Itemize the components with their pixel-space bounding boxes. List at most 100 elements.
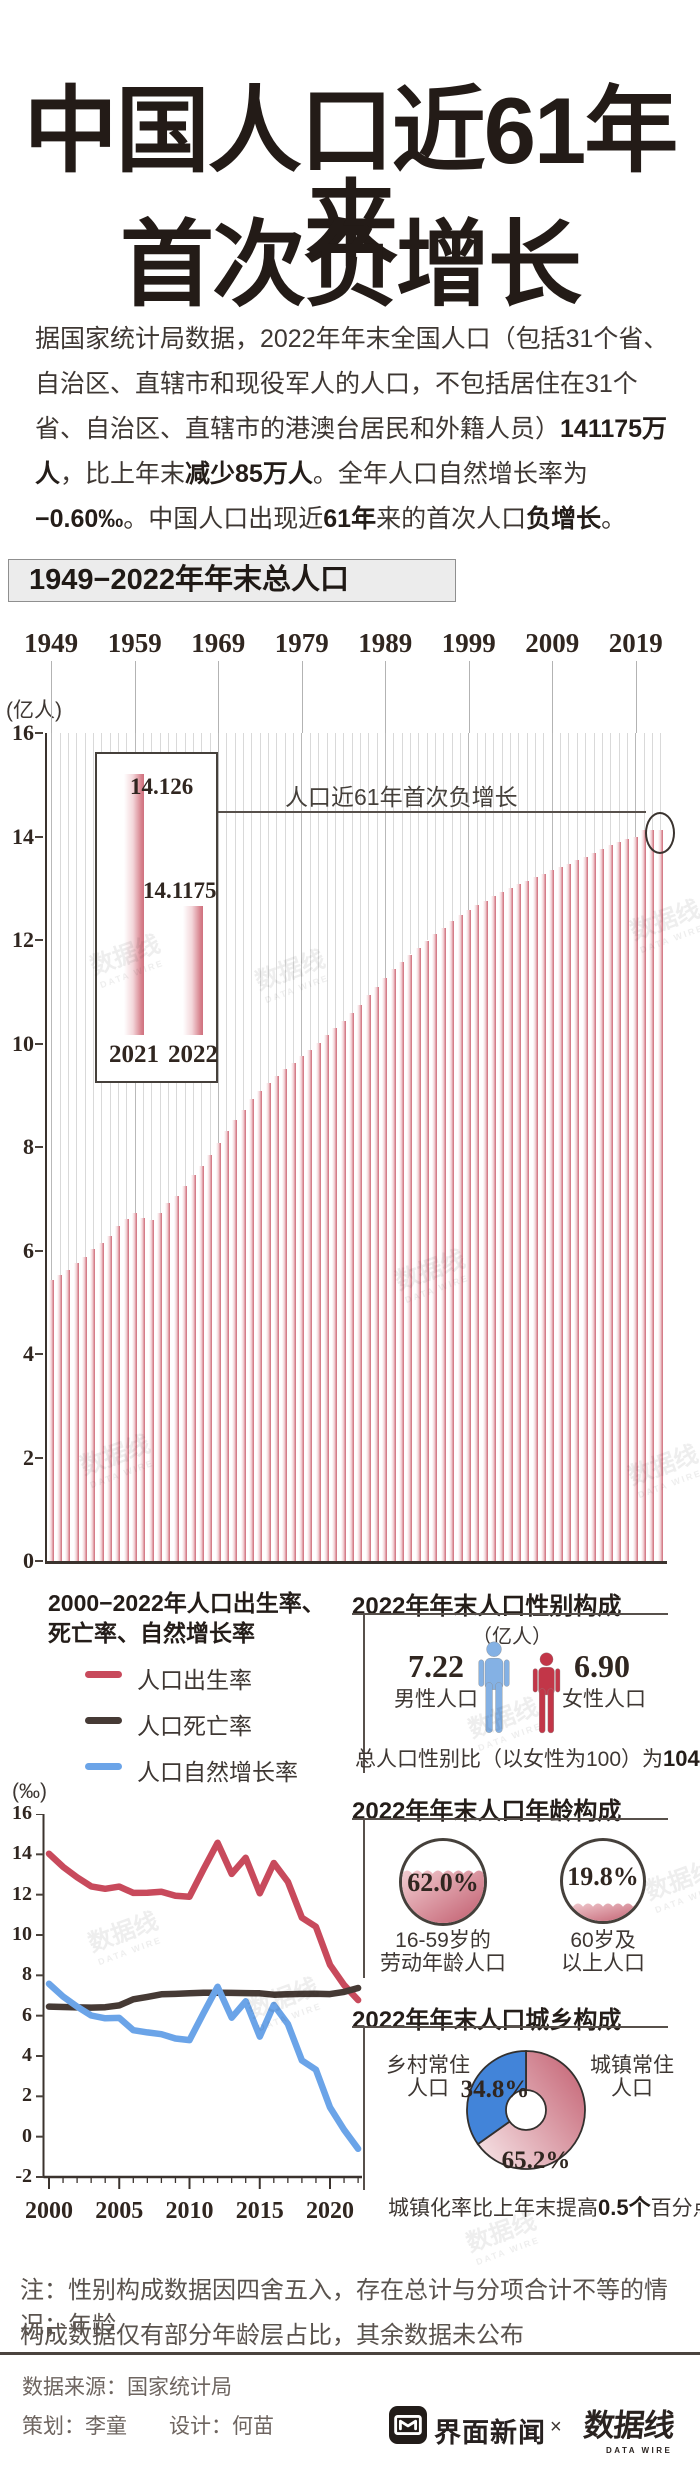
population-bar-column [264, 733, 272, 1561]
rates-line-natural-growth [45, 1980, 362, 2153]
population-ytick-label: 12 [12, 927, 34, 952]
year-gridline [301, 733, 303, 1057]
gender-panel-rule [352, 1613, 668, 1615]
year-gridline [276, 733, 278, 1077]
year-gridline [359, 733, 361, 1005]
rates-ytick-label: 10 [12, 1923, 32, 1945]
population-ytick-mark [35, 939, 43, 941]
population-bar [591, 853, 597, 1561]
population-bar-column [556, 733, 564, 1561]
footer-divider [0, 2352, 700, 2355]
section-header-label: 1949−2022年年末总人口 [29, 564, 349, 596]
legend-label-death-rate: 人口死亡率 [137, 1713, 252, 1739]
population-bar-column [464, 733, 472, 1561]
population-bar-column [606, 733, 614, 1561]
population-ytick-label: 10 [12, 1030, 34, 1056]
population-bar [132, 1213, 138, 1561]
population-bar [624, 839, 630, 1561]
working-age-label: 16-59岁的 劳动年龄人口 [380, 1929, 506, 1975]
population-bar [424, 940, 430, 1561]
urban-panel-heading: 2022年年末人口城乡构成 [352, 2007, 622, 2034]
year-gridline [259, 733, 261, 1091]
population-bar-column [222, 733, 230, 1561]
section-header-box: 1949−2022年年末总人口 [8, 559, 456, 602]
working-age-gauge [399, 1838, 487, 1926]
population-bar-column [498, 733, 506, 1561]
population-chart-unit: (亿人) [6, 699, 62, 722]
rates-ytick-label: 0 [22, 2124, 32, 2147]
population-bar-column [64, 733, 72, 1561]
year-gridline [376, 733, 378, 987]
population-bar [532, 877, 538, 1561]
rates-ytick-label: 14 [12, 1842, 32, 1865]
rates-chart-unit: (‰) [12, 1780, 47, 1803]
rates-xtick-label: 2000 [25, 2198, 73, 2224]
population-bar [48, 1280, 54, 1561]
population-bar-column [314, 733, 322, 1561]
population-bar-column [281, 733, 289, 1561]
population-bar-column [506, 733, 514, 1561]
urban-label: 城镇常住 人口 [590, 2054, 674, 2100]
population-bar [549, 870, 555, 1561]
population-bar [148, 1219, 154, 1561]
population-bar [248, 1099, 254, 1561]
population-ytick-mark [35, 732, 43, 734]
year-gridline [576, 733, 578, 861]
population-bar [565, 863, 571, 1561]
year-gridline [401, 733, 403, 962]
page-title-line1: 中国人口近61年来 [23, 78, 679, 277]
population-bar [165, 1202, 171, 1561]
annotation-line [218, 811, 646, 813]
year-gridline [393, 733, 395, 970]
population-ytick-label: 14 [12, 823, 34, 849]
female-value: 6.90 [574, 1648, 630, 1684]
population-ytick-mark [35, 1249, 43, 1252]
note-line2: 构成数据仅有部分年龄层占比，其余数据未公布 [20, 2322, 524, 2349]
population-ytick-label: 4 [23, 1341, 34, 1366]
population-bar-column [431, 733, 439, 1561]
population-bar [232, 1120, 238, 1561]
population-bar [57, 1275, 63, 1561]
population-bar [499, 892, 505, 1561]
population-bar [524, 880, 530, 1561]
population-bar [449, 921, 455, 1561]
population-bar [365, 995, 371, 1561]
year-gridline [426, 733, 428, 941]
year-gridline [510, 733, 512, 889]
intro-bold-text: −0.60‰ [35, 505, 124, 533]
population-ytick-mark [35, 1560, 43, 1562]
rates-xtick-label: 2020 [306, 2198, 354, 2224]
age-panel-rule [352, 1818, 668, 1820]
inset-bar-2022 [183, 906, 203, 1035]
population-bar [649, 829, 655, 1561]
population-bar-column [614, 733, 622, 1561]
elderly-value: 19.8% [567, 1862, 639, 1891]
population-bar-column [548, 733, 556, 1561]
annotation-circle [645, 812, 675, 854]
jiemian-logo-icon [389, 2406, 427, 2449]
population-bar [73, 1263, 79, 1561]
rates-ytick-label: 4 [22, 2044, 32, 2066]
population-bar-column [623, 733, 631, 1561]
population-ytick-label: 6 [23, 1237, 34, 1263]
year-gridline [326, 733, 328, 1035]
population-bar [557, 867, 563, 1561]
rural-label: 乡村常住 人口 [386, 2054, 470, 2100]
population-bar [657, 830, 663, 1561]
population-bar [390, 969, 396, 1561]
population-bar-column [55, 733, 63, 1561]
year-gridline [76, 733, 78, 1264]
population-bar [198, 1165, 204, 1561]
inset-comparison-box: 14.126 14.1175 2021 2022 [95, 752, 218, 1083]
population-bar [399, 961, 405, 1561]
legend-swatch-natural-growth-rate [85, 1763, 122, 1770]
year-gridline [626, 733, 628, 840]
inset-value-2022: 14.1175 [143, 878, 217, 903]
population-bars [47, 733, 665, 1561]
inset-bar-2021 [124, 774, 144, 1035]
population-bar-column [247, 733, 255, 1561]
population-bar-column [322, 733, 330, 1561]
population-bar-column [448, 733, 456, 1561]
decade-leader-line [385, 661, 387, 733]
decade-leader-line [552, 661, 554, 733]
